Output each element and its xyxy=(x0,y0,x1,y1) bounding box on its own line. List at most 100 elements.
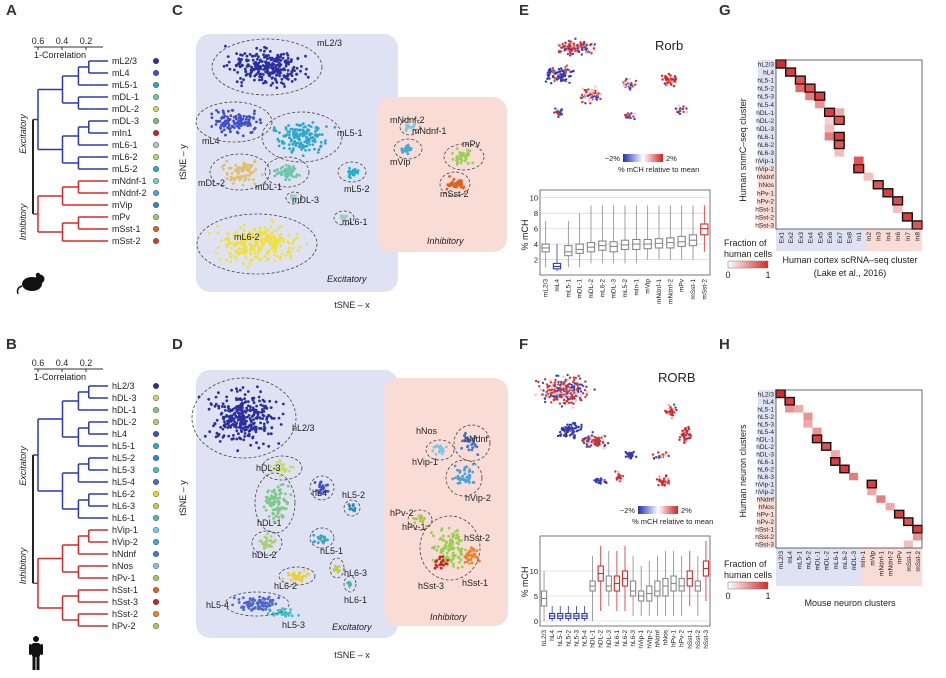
methylation-point xyxy=(580,423,583,426)
tsne-point xyxy=(272,234,275,238)
methylation-point xyxy=(625,113,628,116)
methylation-point xyxy=(544,394,548,397)
tsne-point xyxy=(240,166,243,170)
tsne-point xyxy=(207,397,211,401)
y-tick-label: 10 xyxy=(530,194,538,203)
tsne-point xyxy=(231,182,235,185)
methylation-point xyxy=(583,40,586,44)
tsne-point xyxy=(400,148,404,152)
methylation-point xyxy=(664,75,667,78)
tsne-point xyxy=(245,415,249,419)
tsne-point xyxy=(244,177,248,181)
heatmap-col-label: mIn-1 xyxy=(860,551,867,568)
heatmap-cell xyxy=(834,116,845,125)
x-tick-label: mNdnf-1 xyxy=(656,279,663,304)
methylation-point xyxy=(683,437,686,440)
methylation-point xyxy=(582,43,585,46)
tsne-point xyxy=(243,67,247,71)
tsne-point xyxy=(311,143,315,146)
tsne-point xyxy=(265,55,268,59)
tsne-point xyxy=(353,168,357,171)
tsne-point xyxy=(217,404,220,408)
tsne-point xyxy=(288,147,291,150)
cluster-label: mDL-1 xyxy=(255,182,282,192)
heatmap-cell xyxy=(885,502,895,511)
heatmap-row-label: hL4 xyxy=(763,399,774,406)
leaf-color-dot xyxy=(152,165,159,172)
tsne-point xyxy=(256,57,259,61)
methylation-point xyxy=(578,377,582,380)
tsne-point xyxy=(233,126,236,129)
tsne-point xyxy=(242,78,245,82)
tsne-point xyxy=(286,57,290,60)
tsne-point xyxy=(242,114,246,118)
tsne-point xyxy=(351,503,355,506)
tsne-point xyxy=(465,152,469,156)
human-icon xyxy=(29,636,43,670)
tsne-point xyxy=(412,128,416,132)
tsne-point xyxy=(413,122,417,126)
tsne-point xyxy=(249,123,252,127)
tsne-point xyxy=(222,163,226,167)
tsne-point xyxy=(252,418,255,421)
mouse-tsne-plot: mL2/3 mL4 mL5-1 mDL-2 mDL-1 mDL-3 mL5-2 … xyxy=(178,34,507,310)
methylation-point xyxy=(595,478,598,482)
methylation-point xyxy=(671,77,674,81)
tsne-point xyxy=(213,404,217,408)
tsne-point xyxy=(454,476,457,480)
methylation-point xyxy=(589,43,592,47)
methylation-point xyxy=(554,107,557,110)
tsne-point xyxy=(466,162,470,165)
tsne-point xyxy=(228,251,232,255)
tsne-point xyxy=(261,238,265,241)
tsne-point xyxy=(406,143,410,147)
methylation-point xyxy=(561,42,564,46)
tsne-point xyxy=(219,126,222,129)
tsne-point xyxy=(269,504,273,507)
tsne-point xyxy=(258,118,262,121)
tsne-point xyxy=(215,431,219,435)
tsne-point xyxy=(279,423,283,426)
methylation-point xyxy=(627,453,631,457)
tsne-point xyxy=(240,398,244,402)
heatmap-highlight xyxy=(833,115,845,126)
heatmap-col-label: mVip xyxy=(869,551,876,566)
methylation-point xyxy=(551,382,555,385)
tsne-point xyxy=(463,472,467,476)
tsne-point xyxy=(448,548,452,551)
methylation-point xyxy=(594,440,598,443)
tsne-point xyxy=(241,174,244,178)
heatmap-col-label: Ex6 xyxy=(827,232,834,244)
methylation-point xyxy=(555,398,558,401)
methylation-point xyxy=(592,439,596,442)
tsne-point xyxy=(289,578,293,582)
tsne-point xyxy=(458,183,462,187)
methylation-point xyxy=(534,379,538,383)
dendrogram-leaf-label: mNdnf-1 xyxy=(112,176,147,186)
tsne-point xyxy=(210,125,214,128)
tsne-point xyxy=(266,532,269,536)
tsne-point xyxy=(456,533,459,537)
leaf-color-dot xyxy=(152,514,159,521)
methylation-point xyxy=(601,441,605,444)
methylation-point xyxy=(628,115,631,118)
methylation-point xyxy=(566,423,569,426)
tsne-point xyxy=(275,60,278,63)
tsne-point xyxy=(305,135,308,139)
methylation-point xyxy=(592,93,595,96)
methylation-point xyxy=(668,407,671,411)
tsne-point xyxy=(243,52,247,55)
tsne-point xyxy=(304,72,308,76)
leaf-color-dot xyxy=(152,129,159,136)
tsne-point xyxy=(282,497,286,501)
methylation-point xyxy=(634,79,638,83)
heatmap-cell xyxy=(785,397,795,406)
methylation-point xyxy=(565,430,569,433)
tsne-point xyxy=(293,237,296,241)
tsne-point xyxy=(247,404,250,408)
tsne-point xyxy=(464,548,467,552)
methylation-point xyxy=(579,96,582,99)
methylation-point xyxy=(591,431,594,434)
methylation-point xyxy=(672,85,676,88)
tsne-point xyxy=(288,178,291,182)
